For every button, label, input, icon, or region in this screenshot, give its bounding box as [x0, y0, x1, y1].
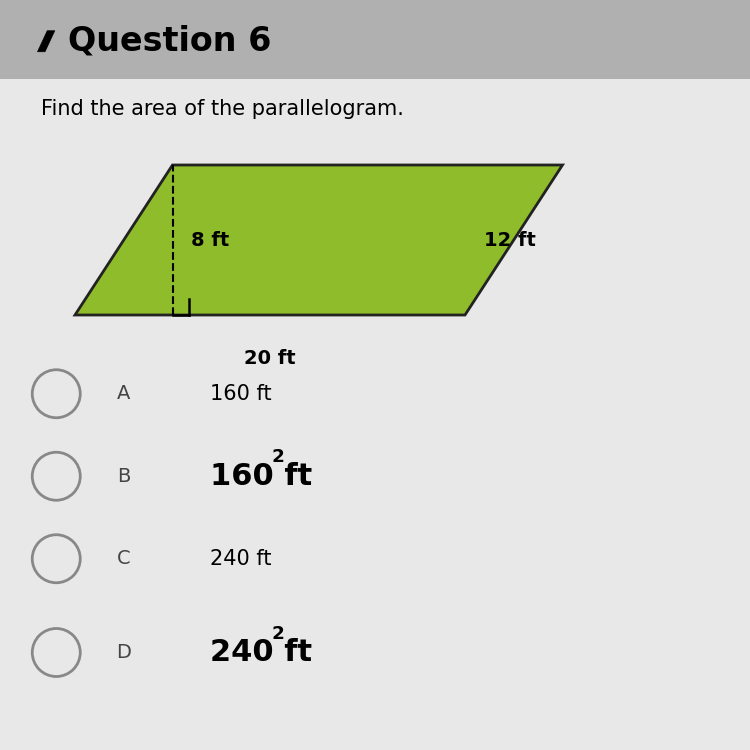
Text: Find the area of the parallelogram.: Find the area of the parallelogram.: [41, 99, 404, 118]
Text: 8 ft: 8 ft: [191, 230, 230, 250]
Text: 160 ft: 160 ft: [210, 384, 272, 404]
Text: C: C: [117, 549, 130, 568]
Text: D: D: [116, 643, 131, 662]
Polygon shape: [75, 165, 562, 315]
Polygon shape: [38, 31, 55, 52]
Text: 240 ft: 240 ft: [210, 549, 272, 568]
Text: 240 ft: 240 ft: [210, 638, 312, 667]
Text: 20 ft: 20 ft: [244, 349, 296, 368]
Text: Question 6: Question 6: [68, 25, 271, 58]
Text: 160 ft: 160 ft: [210, 462, 312, 490]
FancyBboxPatch shape: [0, 0, 750, 79]
Text: A: A: [117, 384, 130, 404]
Text: 12 ft: 12 ft: [484, 230, 536, 250]
Text: 2: 2: [272, 625, 284, 643]
Text: 2: 2: [272, 448, 284, 466]
Text: B: B: [117, 466, 130, 486]
